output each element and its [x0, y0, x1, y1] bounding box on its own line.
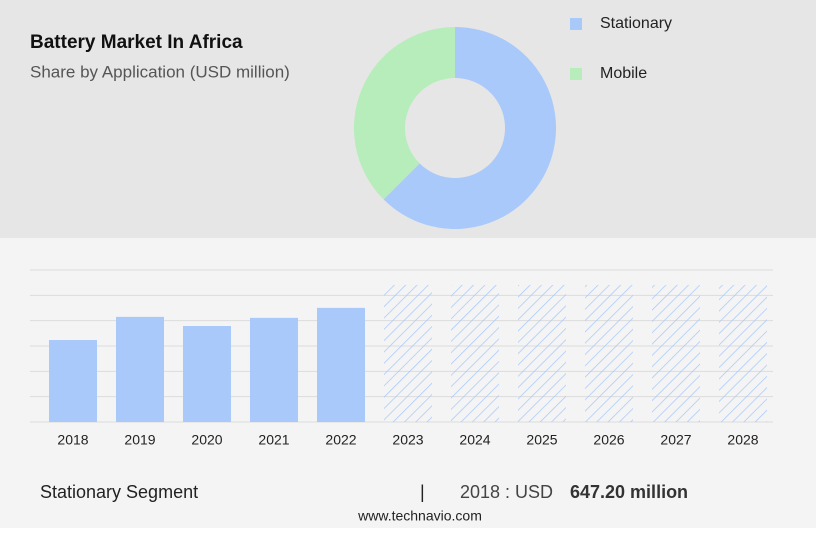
x-tick-label: 2020 [191, 432, 222, 448]
bar [585, 284, 633, 422]
bar [317, 307, 365, 422]
legend-swatch [570, 68, 582, 80]
donut-slice [353, 27, 455, 200]
donut-slice [383, 27, 556, 229]
x-tick-label: 2022 [325, 432, 356, 448]
legend-swatch [570, 18, 582, 30]
bar [518, 284, 566, 422]
footer-year: 2018 : USD [460, 482, 553, 502]
legend-label: Mobile [600, 65, 647, 82]
x-tick-label: 2025 [526, 432, 557, 448]
x-tick-label: 2026 [593, 432, 624, 448]
legend-label: Stationary [600, 15, 672, 32]
x-tick-label: 2023 [392, 432, 423, 448]
x-tick-label: 2024 [459, 432, 490, 448]
chart-title: Battery Market In Africa [30, 32, 243, 53]
bar [183, 325, 231, 422]
footer-separator: | [420, 482, 425, 502]
footer-value: 647.20 million [570, 482, 688, 502]
x-tick-label: 2018 [57, 432, 88, 448]
bar [451, 284, 499, 422]
bar [49, 340, 97, 422]
x-tick-label: 2027 [660, 432, 691, 448]
x-tick-label: 2028 [727, 432, 758, 448]
footer-source: www.technavio.com [357, 508, 482, 524]
footer-segment: Stationary Segment [40, 482, 198, 502]
chart-subtitle: Share by Application (USD million) [30, 62, 290, 81]
x-tick-label: 2021 [258, 432, 289, 448]
bar [116, 316, 164, 422]
bar [250, 317, 298, 422]
bar [652, 284, 700, 422]
bar [384, 284, 432, 422]
x-tick-label: 2019 [124, 432, 155, 448]
bar [719, 284, 767, 422]
